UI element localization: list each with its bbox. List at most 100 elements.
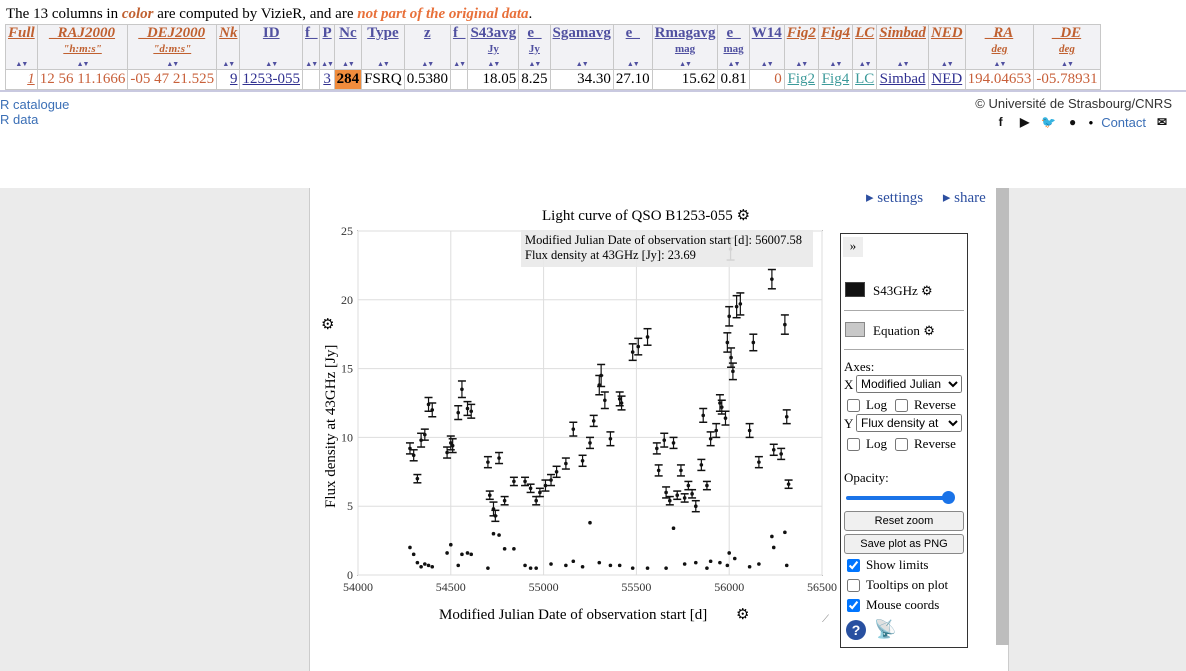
data-point[interactable] xyxy=(732,294,741,319)
cell-fig4-link[interactable]: Fig4 xyxy=(817,69,854,90)
data-point[interactable] xyxy=(413,473,422,484)
data-point[interactable] xyxy=(535,487,544,498)
data-point[interactable] xyxy=(777,447,786,461)
data-point[interactable] xyxy=(725,305,734,327)
data-point[interactable] xyxy=(600,391,609,410)
data-point[interactable] xyxy=(676,464,685,477)
collapse-button[interactable]: » xyxy=(843,237,863,257)
data-point[interactable] xyxy=(500,495,509,506)
data-point[interactable] xyxy=(688,488,697,499)
data-point[interactable] xyxy=(767,268,776,290)
slider-thumb[interactable] xyxy=(942,491,955,504)
col-lc[interactable]: LC ▲▼ xyxy=(852,24,878,70)
data-point[interactable] xyxy=(443,446,452,459)
data-point[interactable] xyxy=(485,490,494,501)
series2-gear-icon[interactable]: ⚙ xyxy=(923,323,935,338)
data-point[interactable] xyxy=(541,479,550,492)
data-point[interactable] xyxy=(578,454,587,468)
data-point[interactable] xyxy=(552,465,561,479)
cell-fig2-link[interactable]: Fig2 xyxy=(783,69,819,90)
col-full[interactable]: Full ▲▼ xyxy=(5,24,38,70)
col-e-rmag[interactable]: e_ mag ▲▼ xyxy=(717,24,750,70)
data-link[interactable]: R data xyxy=(0,112,39,127)
data-point[interactable] xyxy=(409,449,418,462)
data-point[interactable] xyxy=(643,327,652,346)
cell-nk-link[interactable]: 9 xyxy=(216,69,241,90)
data-point[interactable] xyxy=(589,414,598,428)
y-reverse-checkbox[interactable] xyxy=(895,437,908,451)
col-f1[interactable]: f_ ▲▼ xyxy=(301,24,321,70)
telescope-icon[interactable]: 📡 xyxy=(874,619,897,639)
x-log-checkbox[interactable] xyxy=(847,398,860,412)
data-point[interactable] xyxy=(654,464,663,477)
data-point[interactable] xyxy=(669,436,678,450)
data-point[interactable] xyxy=(491,509,500,523)
x-reverse-checkbox[interactable] xyxy=(895,398,908,412)
data-point[interactable] xyxy=(728,362,737,381)
data-point[interactable] xyxy=(784,479,793,490)
col-simbad[interactable]: Simbad ▲▼ xyxy=(876,24,929,70)
data-point[interactable] xyxy=(509,476,518,487)
data-point[interactable] xyxy=(569,421,578,437)
data-point[interactable] xyxy=(597,363,606,388)
data-point[interactable] xyxy=(780,314,789,335)
mouse-coords-checkbox[interactable] xyxy=(847,598,860,612)
data-point[interactable] xyxy=(712,422,721,439)
col-sgamavg[interactable]: Sgamavg ▲▼ xyxy=(549,24,614,70)
x-axis-select[interactable]: Modified Julian xyxy=(856,375,962,393)
cell-p-link[interactable]: 3 xyxy=(319,69,335,90)
data-point[interactable] xyxy=(628,343,637,362)
col-p[interactable]: P ▲▼ xyxy=(319,24,335,70)
catalogue-link[interactable]: R catalogue xyxy=(0,97,70,112)
data-point[interactable] xyxy=(660,432,669,448)
data-point[interactable] xyxy=(454,405,463,421)
reset-zoom-button[interactable]: Reset zoom xyxy=(844,511,964,531)
data-point[interactable] xyxy=(699,407,708,424)
col-nk[interactable]: Nk ▲▼ xyxy=(216,24,241,70)
data-point[interactable] xyxy=(706,431,715,447)
data-point[interactable] xyxy=(782,409,791,425)
col-fig4[interactable]: Fig4 ▲▼ xyxy=(817,24,854,70)
show-limits-checkbox[interactable] xyxy=(847,558,860,572)
data-point[interactable] xyxy=(745,422,754,439)
tooltips-checkbox[interactable] xyxy=(847,578,860,592)
data-point[interactable] xyxy=(561,457,570,470)
col-ned[interactable]: NED ▲▼ xyxy=(927,24,966,70)
help-icon[interactable]: ? xyxy=(846,620,866,640)
cell-lc-link[interactable]: LC xyxy=(852,69,878,90)
opacity-slider[interactable] xyxy=(846,491,955,505)
cell-nc[interactable]: 284 xyxy=(333,69,363,90)
resize-handle-icon[interactable]: ⟋ xyxy=(822,614,829,625)
data-point[interactable] xyxy=(736,292,745,316)
data-point[interactable] xyxy=(457,380,466,399)
data-point[interactable] xyxy=(526,483,535,494)
data-point[interactable] xyxy=(448,438,457,454)
data-point[interactable] xyxy=(665,495,674,506)
data-point[interactable] xyxy=(723,332,732,353)
save-png-button[interactable]: Save plot as PNG xyxy=(844,534,964,554)
col-de[interactable]: _DE deg ▲▼ xyxy=(1033,24,1101,70)
data-point[interactable] xyxy=(420,428,429,441)
series1-color-swatch[interactable] xyxy=(845,282,865,297)
col-id[interactable]: ID ▲▼ xyxy=(239,24,303,70)
data-point[interactable] xyxy=(495,451,504,465)
col-e-s43[interactable]: e_ Jy ▲▼ xyxy=(518,24,551,70)
settings-toggle[interactable]: ▸ settings xyxy=(866,190,924,206)
data-point[interactable] xyxy=(721,410,730,426)
twitter-icon[interactable]: 🐦 xyxy=(1041,115,1057,129)
data-point[interactable] xyxy=(749,333,758,352)
col-f2[interactable]: f_ ▲▼ xyxy=(449,24,469,70)
col-w14[interactable]: W14 ▲▼ xyxy=(748,24,785,70)
col-dej2000[interactable]: _DEJ2000 "d:m:s" ▲▼ xyxy=(127,24,218,70)
y-axis-select[interactable]: Flux density at xyxy=(856,414,962,432)
data-point[interactable] xyxy=(652,442,661,455)
data-point[interactable] xyxy=(467,403,476,419)
cell-full-link[interactable]: 1 xyxy=(5,69,38,90)
series2-color-swatch[interactable] xyxy=(845,322,865,337)
data-point[interactable] xyxy=(680,493,689,503)
data-point[interactable] xyxy=(769,443,778,457)
col-e-sgam[interactable]: e_ ▲▼ xyxy=(612,24,653,70)
contact-link[interactable]: Contact xyxy=(1101,114,1146,130)
data-point[interactable] xyxy=(634,337,643,356)
envelope-icon[interactable]: ✉ xyxy=(1156,115,1168,129)
